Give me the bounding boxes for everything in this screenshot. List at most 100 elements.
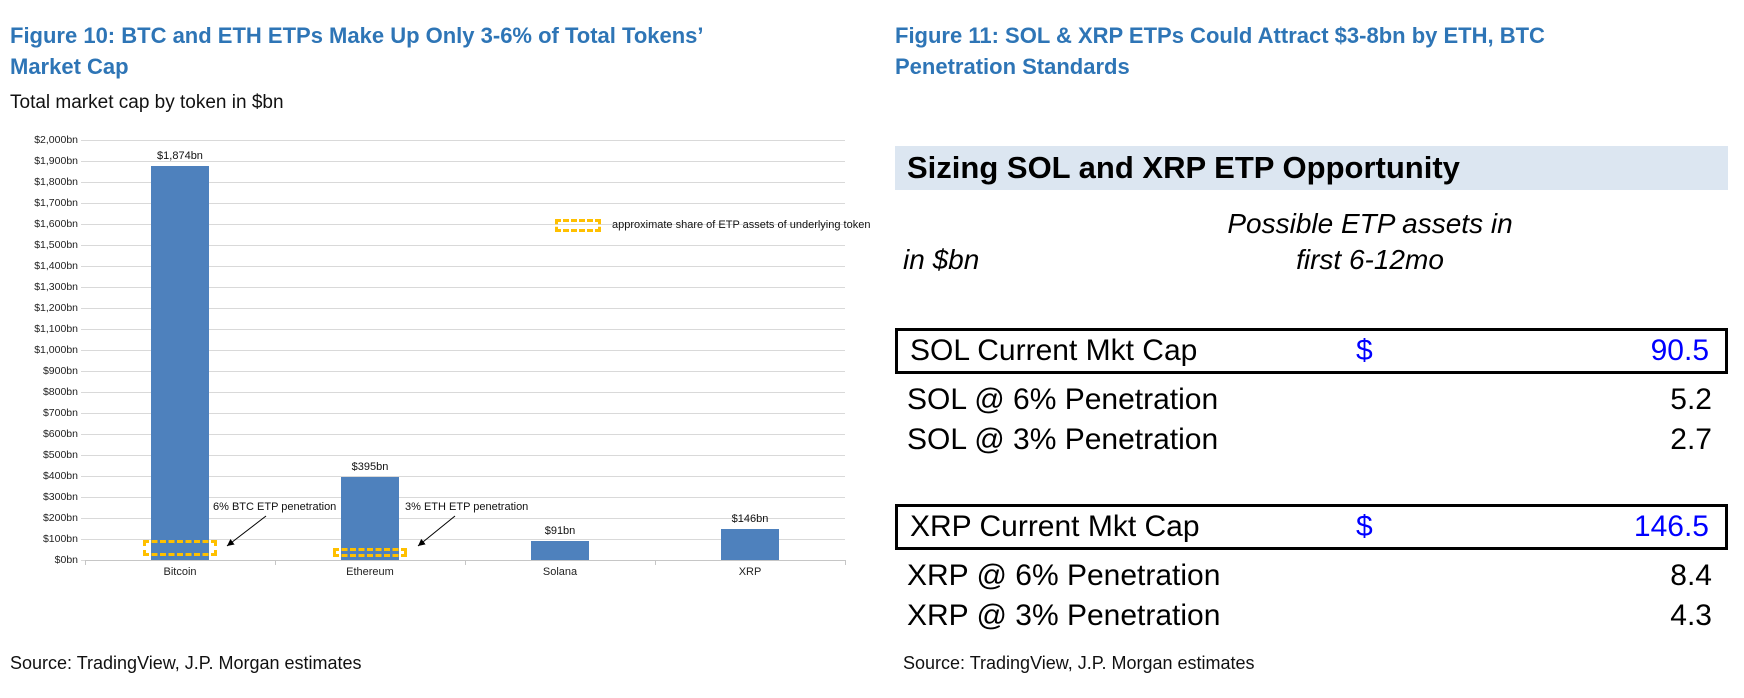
bar-value-label: $146bn [731,513,769,526]
gridline [81,497,845,498]
y-axis-tick-label: $200bn [42,512,78,524]
row-label: SOL @ 3% Penetration [907,423,1219,456]
figure10-title-line2: Market Cap [10,54,129,79]
row-value: 8.4 [1670,559,1712,592]
bar-value-label: $91bn [544,524,576,537]
x-axis-tick [275,560,276,565]
gridline [81,266,845,267]
market-cap-bar-chart: $0bn $100bn $200bn $300bn $400bn $500bn $600bn… [0,0,870,640]
table-row-sol-current-mkt-cap: SOL Current Mkt Cap $ 90.5 [895,328,1728,374]
gridline [81,308,845,309]
gridline [81,413,845,414]
row-label: XRP @ 6% Penetration [907,559,1221,592]
table-row-xrp-current-mkt-cap: XRP Current Mkt Cap $ 146.5 [895,504,1728,550]
gridline [81,350,845,351]
bar-value-label: $395bn [351,461,389,474]
gridline [81,140,845,141]
y-axis-tick-label: $100bn [42,533,78,545]
x-axis-tick [85,560,86,565]
gridline [81,434,845,435]
figure11-title-line1: Figure 11: SOL & XRP ETPs Could Attract … [895,23,1545,48]
column-header-line2: first 6-12mo [1296,244,1444,275]
figure10-subtitle: Total market cap by token in $bn [10,92,284,113]
figure11-title-line2: Penetration Standards [895,54,1130,79]
table-column-header: Possible ETP assets in first 6-12mo [1170,206,1570,278]
x-axis-category-label: Solana [542,566,578,578]
gridline [81,287,845,288]
y-axis-tick-label: $1,300bn [34,281,78,293]
row-label: SOL @ 6% Penetration [907,383,1219,416]
x-axis-category-label: XRP [738,566,762,578]
row-value: 5.2 [1670,383,1712,416]
column-header-line1: Possible ETP assets in [1227,208,1513,239]
bar-xrp [721,529,779,560]
figure10-title-line1: Figure 10: BTC and ETH ETPs Make Up Only… [10,23,704,48]
etp-share-dashed-box [143,540,217,556]
y-axis-tick-label: $400bn [42,470,78,482]
gridline [81,518,845,519]
table-unit-label: in $bn [903,244,980,275]
y-axis-tick-label: $0bn [54,554,78,566]
row-value: 2.7 [1670,423,1712,456]
bar-bitcoin [151,166,209,560]
x-axis-category-label: Bitcoin [163,566,197,578]
gridline [81,224,845,225]
gridline [81,182,845,183]
annotation-ethereum: 3% ETH ETP penetration [405,501,529,513]
figure11-title: Figure 11: SOL & XRP ETPs Could Attract … [895,20,1545,82]
gridline [81,203,845,204]
y-axis-tick-label: $1,500bn [34,239,78,251]
legend-dashed-box-icon [555,219,601,232]
y-axis-tick-label: $700bn [42,407,78,419]
x-axis-tick [845,560,846,565]
table-header-band: Sizing SOL and XRP ETP Opportunity [895,146,1728,190]
gridline [81,392,845,393]
y-axis-tick-label: $300bn [42,491,78,503]
bar-value-label: $1,874bn [157,150,203,163]
figure11-source: Source: TradingView, J.P. Morgan estimat… [903,653,1255,673]
y-axis-tick-label: $1,400bn [34,260,78,272]
gridline [81,245,845,246]
table-row-sol-6pct: SOL @ 6% Penetration 5.2 [895,380,1728,420]
row-currency: $ [1356,510,1373,543]
y-axis-tick-label: $1,900bn [34,155,78,167]
table-row-xrp-3pct: XRP @ 3% Penetration 4.3 [895,596,1728,636]
annotation-bitcoin: 6% BTC ETP penetration [213,501,337,513]
y-axis-tick-label: $1,800bn [34,176,78,188]
row-value: 146.5 [1633,510,1709,543]
legend-label: approximate share of ETP assets of under… [612,219,871,231]
etp-share-dashed-box [333,548,407,557]
gridline [81,455,845,456]
bar-ethereum [341,477,399,560]
y-axis-tick-label: $1,000bn [34,344,78,356]
y-axis-tick-label: $600bn [42,428,78,440]
gridline [81,476,845,477]
y-axis-tick-label: $1,100bn [34,323,78,335]
figure10-title: Figure 10: BTC and ETH ETPs Make Up Only… [10,20,704,82]
y-axis-tick-label: $1,700bn [34,197,78,209]
y-axis-tick-label: $500bn [42,449,78,461]
row-currency: $ [1356,334,1373,367]
figure11-section: Figure 11: SOL & XRP ETPs Could Attract … [895,0,1728,698]
gridline [81,371,845,372]
x-axis-tick [655,560,656,565]
gridline [81,161,845,162]
row-label: XRP Current Mkt Cap [910,510,1200,543]
row-value: 4.3 [1670,599,1712,632]
table-row-xrp-6pct: XRP @ 6% Penetration 8.4 [895,556,1728,596]
x-axis-tick [465,560,466,565]
table-row-sol-3pct: SOL @ 3% Penetration 2.7 [895,420,1728,460]
y-axis-tick-label: $2,000bn [34,134,78,146]
x-axis-category-label: Ethereum [346,566,394,578]
y-axis-tick-label: $900bn [42,365,78,377]
row-label: SOL Current Mkt Cap [910,334,1198,367]
gridline [81,539,845,540]
gridline [81,329,845,330]
bar-solana [531,540,589,560]
y-axis-tick-label: $1,200bn [34,302,78,314]
y-axis-tick-label: $1,600bn [34,218,78,230]
y-axis-tick-label: $800bn [42,386,78,398]
row-label: XRP @ 3% Penetration [907,599,1221,632]
figure10-source: Source: TradingView, J.P. Morgan estimat… [10,653,362,673]
